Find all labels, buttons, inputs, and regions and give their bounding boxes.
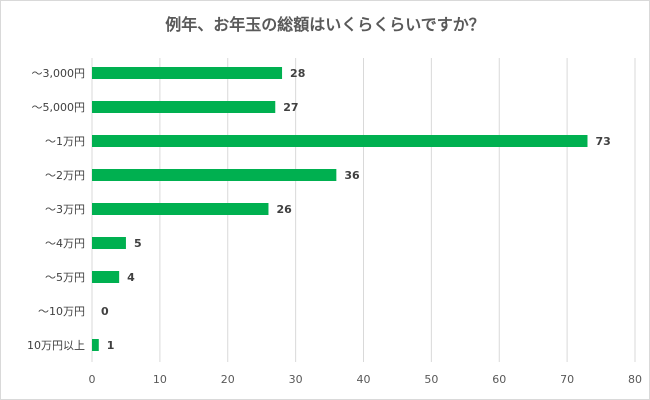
category-label: 〜4万円 bbox=[45, 237, 85, 250]
category-label: 〜3万円 bbox=[45, 203, 85, 216]
data-label: 4 bbox=[127, 271, 135, 284]
chart-title: 例年、お年玉の総額はいくらくらいですか？ bbox=[165, 15, 485, 34]
bar bbox=[92, 101, 276, 113]
bar bbox=[92, 203, 269, 215]
category-label: 〜3,000円 bbox=[32, 67, 86, 80]
x-tick-label: 70 bbox=[560, 373, 574, 386]
x-tick-label: 30 bbox=[289, 373, 303, 386]
category-label: 〜1万円 bbox=[45, 135, 85, 148]
x-tick-label: 50 bbox=[424, 373, 438, 386]
category-label: 〜5,000円 bbox=[32, 101, 86, 114]
category-label: 〜10万円 bbox=[38, 305, 85, 318]
data-label: 27 bbox=[283, 101, 298, 114]
x-tick-label: 0 bbox=[89, 373, 96, 386]
data-label: 28 bbox=[290, 67, 305, 80]
bar bbox=[92, 271, 120, 283]
x-tick-label: 80 bbox=[628, 373, 642, 386]
bar bbox=[92, 237, 126, 249]
data-label: 5 bbox=[134, 237, 142, 250]
x-tick-label: 10 bbox=[153, 373, 167, 386]
data-label: 1 bbox=[107, 339, 115, 352]
bar bbox=[92, 339, 99, 351]
bar bbox=[92, 135, 588, 147]
data-label: 26 bbox=[276, 203, 292, 216]
category-label: 10万円以上 bbox=[27, 339, 85, 352]
x-tick-label: 20 bbox=[221, 373, 235, 386]
category-label: 〜2万円 bbox=[45, 169, 85, 182]
data-label: 73 bbox=[595, 135, 610, 148]
bar bbox=[92, 67, 283, 79]
data-label: 36 bbox=[344, 169, 360, 182]
x-tick-label: 40 bbox=[357, 373, 371, 386]
category-label: 〜5万円 bbox=[45, 271, 85, 284]
bar bbox=[92, 169, 337, 181]
data-label: 0 bbox=[101, 305, 109, 318]
x-tick-label: 60 bbox=[492, 373, 506, 386]
